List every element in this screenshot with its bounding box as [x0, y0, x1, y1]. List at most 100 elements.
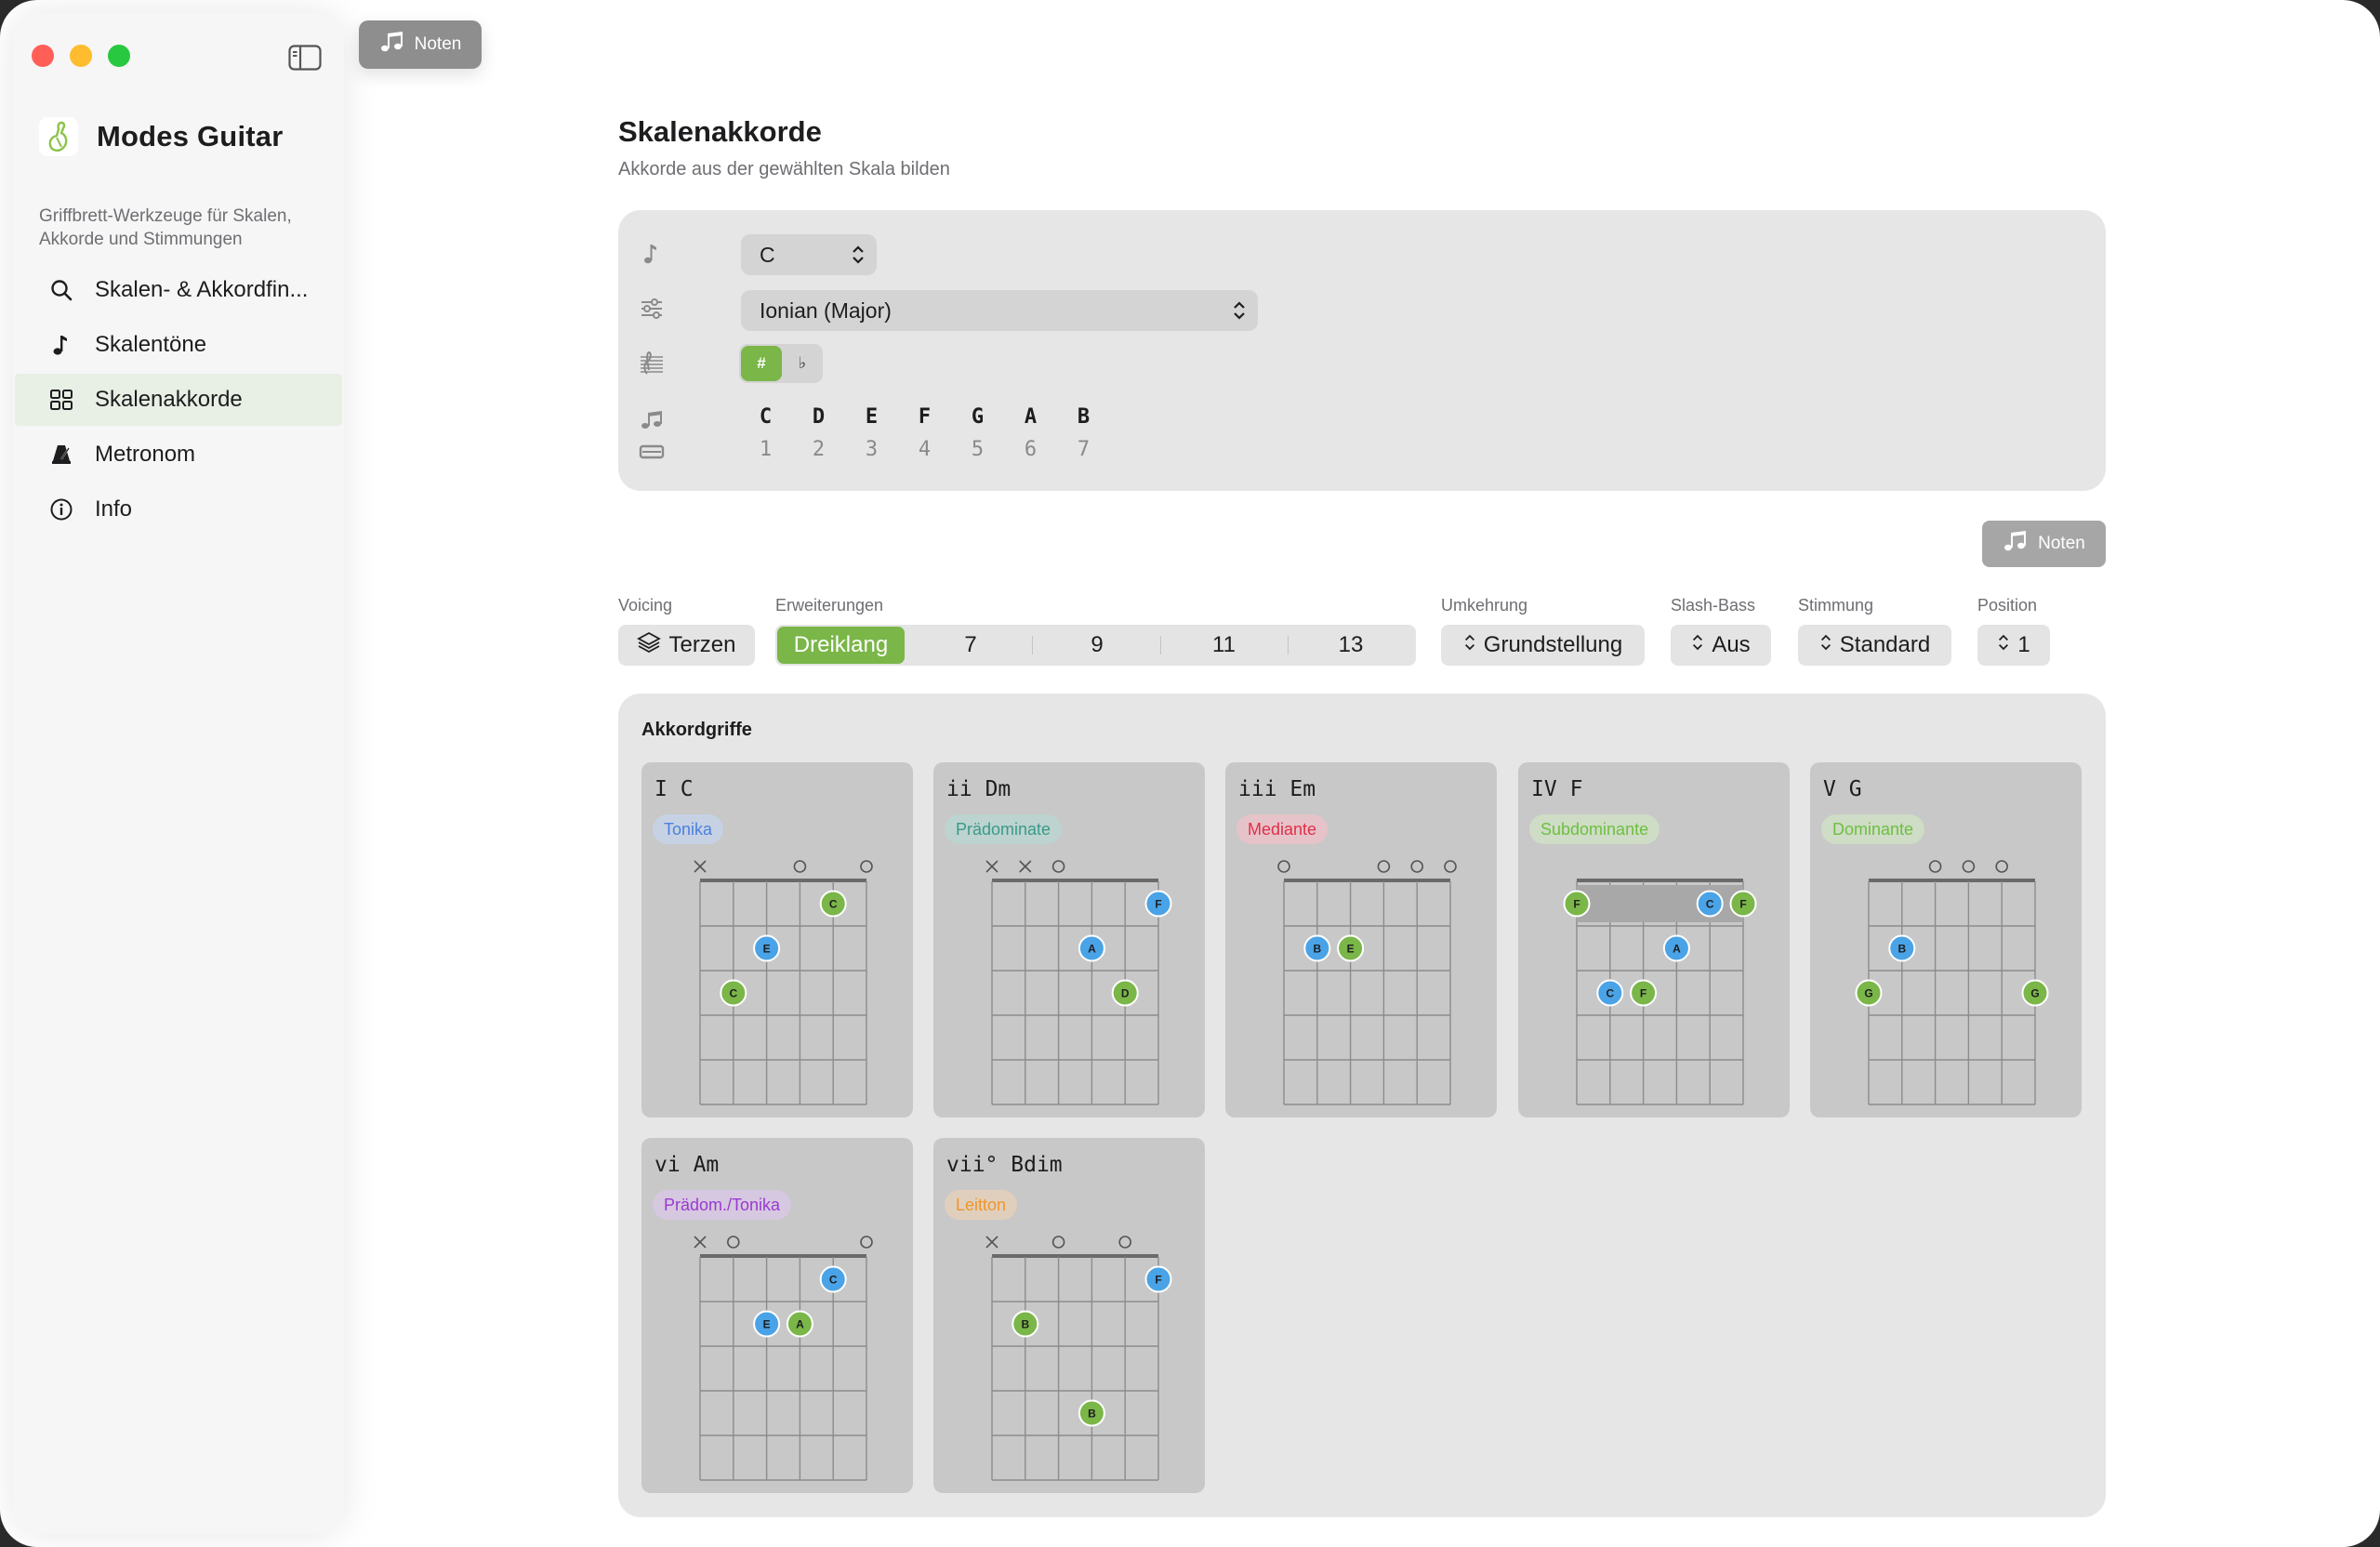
noten-label: Noten: [414, 34, 462, 54]
open-string-marker: [860, 860, 873, 873]
open-string-marker: [1377, 860, 1391, 873]
sidebar-item-finder[interactable]: Skalen- & Akkordfin...: [15, 264, 342, 316]
root-note-value: C: [760, 242, 775, 267]
sidebar-item-label: Info: [95, 496, 133, 522]
sidebar-toggle-icon[interactable]: [288, 45, 322, 71]
noten-button[interactable]: Noten: [1982, 521, 2106, 567]
music-note-icon: [48, 332, 74, 358]
open-string-marker: [1962, 860, 1976, 873]
extensions-segmented-control: Dreiklang 7 9 11 13: [775, 625, 1416, 666]
inversion-button[interactable]: Grundstellung: [1441, 625, 1645, 666]
app-title: Modes Guitar: [97, 120, 284, 152]
grid-icon: [48, 387, 74, 413]
finger-dot-note: F: [1640, 987, 1646, 1000]
flat-button[interactable]: ♭: [798, 354, 807, 372]
segment-divider: [1160, 636, 1161, 654]
app-subtitle: Griffbrett-Werkzeuge für Skalen, Akkorde…: [39, 206, 292, 249]
sidebar-item-scale-chords[interactable]: Skalenakkorde: [15, 374, 342, 426]
slash-bass-label: Slash-Bass: [1671, 596, 1756, 615]
noten-label: Noten: [2038, 534, 2085, 553]
fretboard-nut: [1577, 879, 1743, 882]
chord-title: V G: [1823, 777, 1862, 801]
position-button[interactable]: 1: [1977, 625, 2050, 666]
zoom-window-button[interactable]: [108, 45, 130, 67]
chord-diagram: A D F: [985, 860, 1172, 1105]
finger-dot: [1337, 934, 1365, 962]
chord-title: vii° Bdim: [946, 1153, 1063, 1177]
open-string-marker: [1444, 860, 1457, 873]
chord-card[interactable]: vi Am Prädom./Tonika C E A: [641, 1138, 913, 1493]
finger-dot-note: D: [1121, 987, 1130, 1000]
inversion-label: Umkehrung: [1441, 596, 1528, 615]
finger-dot-note: E: [763, 1318, 771, 1331]
minimize-window-button[interactable]: [70, 45, 92, 67]
segment-divider: [1032, 636, 1033, 654]
muted-string-marker: [694, 860, 707, 873]
sidebar-item-info[interactable]: Info: [15, 483, 342, 536]
finger-dot: [1144, 890, 1172, 918]
open-string-marker: [1928, 860, 1942, 873]
close-window-button[interactable]: [32, 45, 54, 67]
slash-bass-button[interactable]: Aus: [1671, 625, 1771, 666]
sidebar-nav: Skalen- & Akkordfin... Skalentöne Skalen…: [15, 264, 342, 538]
finger-dot-note: F: [1155, 898, 1161, 911]
finger-dot-note: B: [1021, 1318, 1029, 1331]
noten-toolbar-button[interactable]: Noten: [359, 20, 482, 69]
chord-function-badge: Leitton: [945, 1190, 1018, 1220]
tuning-label: Stimmung: [1798, 596, 1874, 615]
extension-option-13[interactable]: 13: [1338, 632, 1364, 657]
chord-function-badge: Dominante: [1821, 814, 1925, 844]
finger-dot: [753, 1310, 781, 1338]
open-string-marker: [860, 1236, 873, 1249]
extension-option-triad[interactable]: Dreiklang: [777, 627, 905, 664]
accidental-toggle: # ♭: [739, 344, 823, 383]
page-title: Skalenakkorde: [618, 115, 822, 148]
chord-card[interactable]: V G Dominante B G G: [1810, 762, 2082, 1117]
finger-dot: [1729, 890, 1757, 918]
muted-string-marker: [985, 1236, 998, 1249]
voicing-button[interactable]: Terzen: [618, 625, 755, 666]
finger-dot-note: E: [1347, 943, 1355, 956]
chord-card[interactable]: IV F Subdominante F C F A C F: [1518, 762, 1790, 1117]
finger-dot-note: B: [1088, 1408, 1096, 1421]
root-note-select[interactable]: C: [741, 234, 877, 275]
tuning-button[interactable]: Standard: [1798, 625, 1951, 666]
fretboard-nut: [700, 1254, 866, 1258]
sidebar-item-metronome[interactable]: Metronom: [15, 429, 342, 481]
chord-card[interactable]: I C Tonika C E C: [641, 762, 913, 1117]
sidebar-item-scale-tones[interactable]: Skalentöne: [15, 319, 342, 371]
finger-dot: [1696, 890, 1724, 918]
extension-option-7[interactable]: 7: [964, 632, 977, 657]
chord-diagram: B G G: [1855, 860, 2049, 1105]
ruler-icon: [639, 439, 665, 459]
finger-dot-note: C: [1706, 898, 1714, 911]
treble-clef-icon: [639, 350, 665, 376]
finger-dot: [1078, 934, 1105, 962]
scale-mode-select[interactable]: Ionian (Major): [741, 290, 1258, 331]
chord-function-badge: Subdominante: [1529, 814, 1660, 844]
chord-card[interactable]: ii Dm Prädominate A D F: [933, 762, 1205, 1117]
sidebar: Modes Guitar Griffbrett-Werkzeuge für Sk…: [13, 13, 344, 1534]
music-notes-icon: [2003, 530, 2029, 558]
finger-dot: [1303, 934, 1331, 962]
scale-mode-value: Ionian (Major): [760, 298, 892, 323]
finger-dot-note: A: [1673, 943, 1681, 956]
sharp-button[interactable]: #: [741, 346, 782, 381]
extension-option-11[interactable]: 11: [1212, 632, 1236, 657]
finger-dot: [819, 1265, 847, 1293]
chord-diagram: C E C: [694, 860, 873, 1105]
chord-function-badge: Tonika: [653, 814, 724, 844]
chord-card[interactable]: vii° Bdim Leitton F B B: [933, 1138, 1205, 1493]
chevron-updown-icon: [1232, 299, 1247, 322]
finger-dot-note: A: [1088, 943, 1096, 956]
finger-dot: [1596, 979, 1624, 1007]
finger-dot-note: A: [796, 1318, 804, 1331]
page-subtitle: Akkorde aus der gewählten Skala bilden: [618, 159, 950, 179]
extension-option-9[interactable]: 9: [1091, 632, 1104, 657]
layers-icon: [637, 630, 662, 661]
finger-dot: [753, 934, 781, 962]
muted-string-marker: [694, 1236, 707, 1249]
